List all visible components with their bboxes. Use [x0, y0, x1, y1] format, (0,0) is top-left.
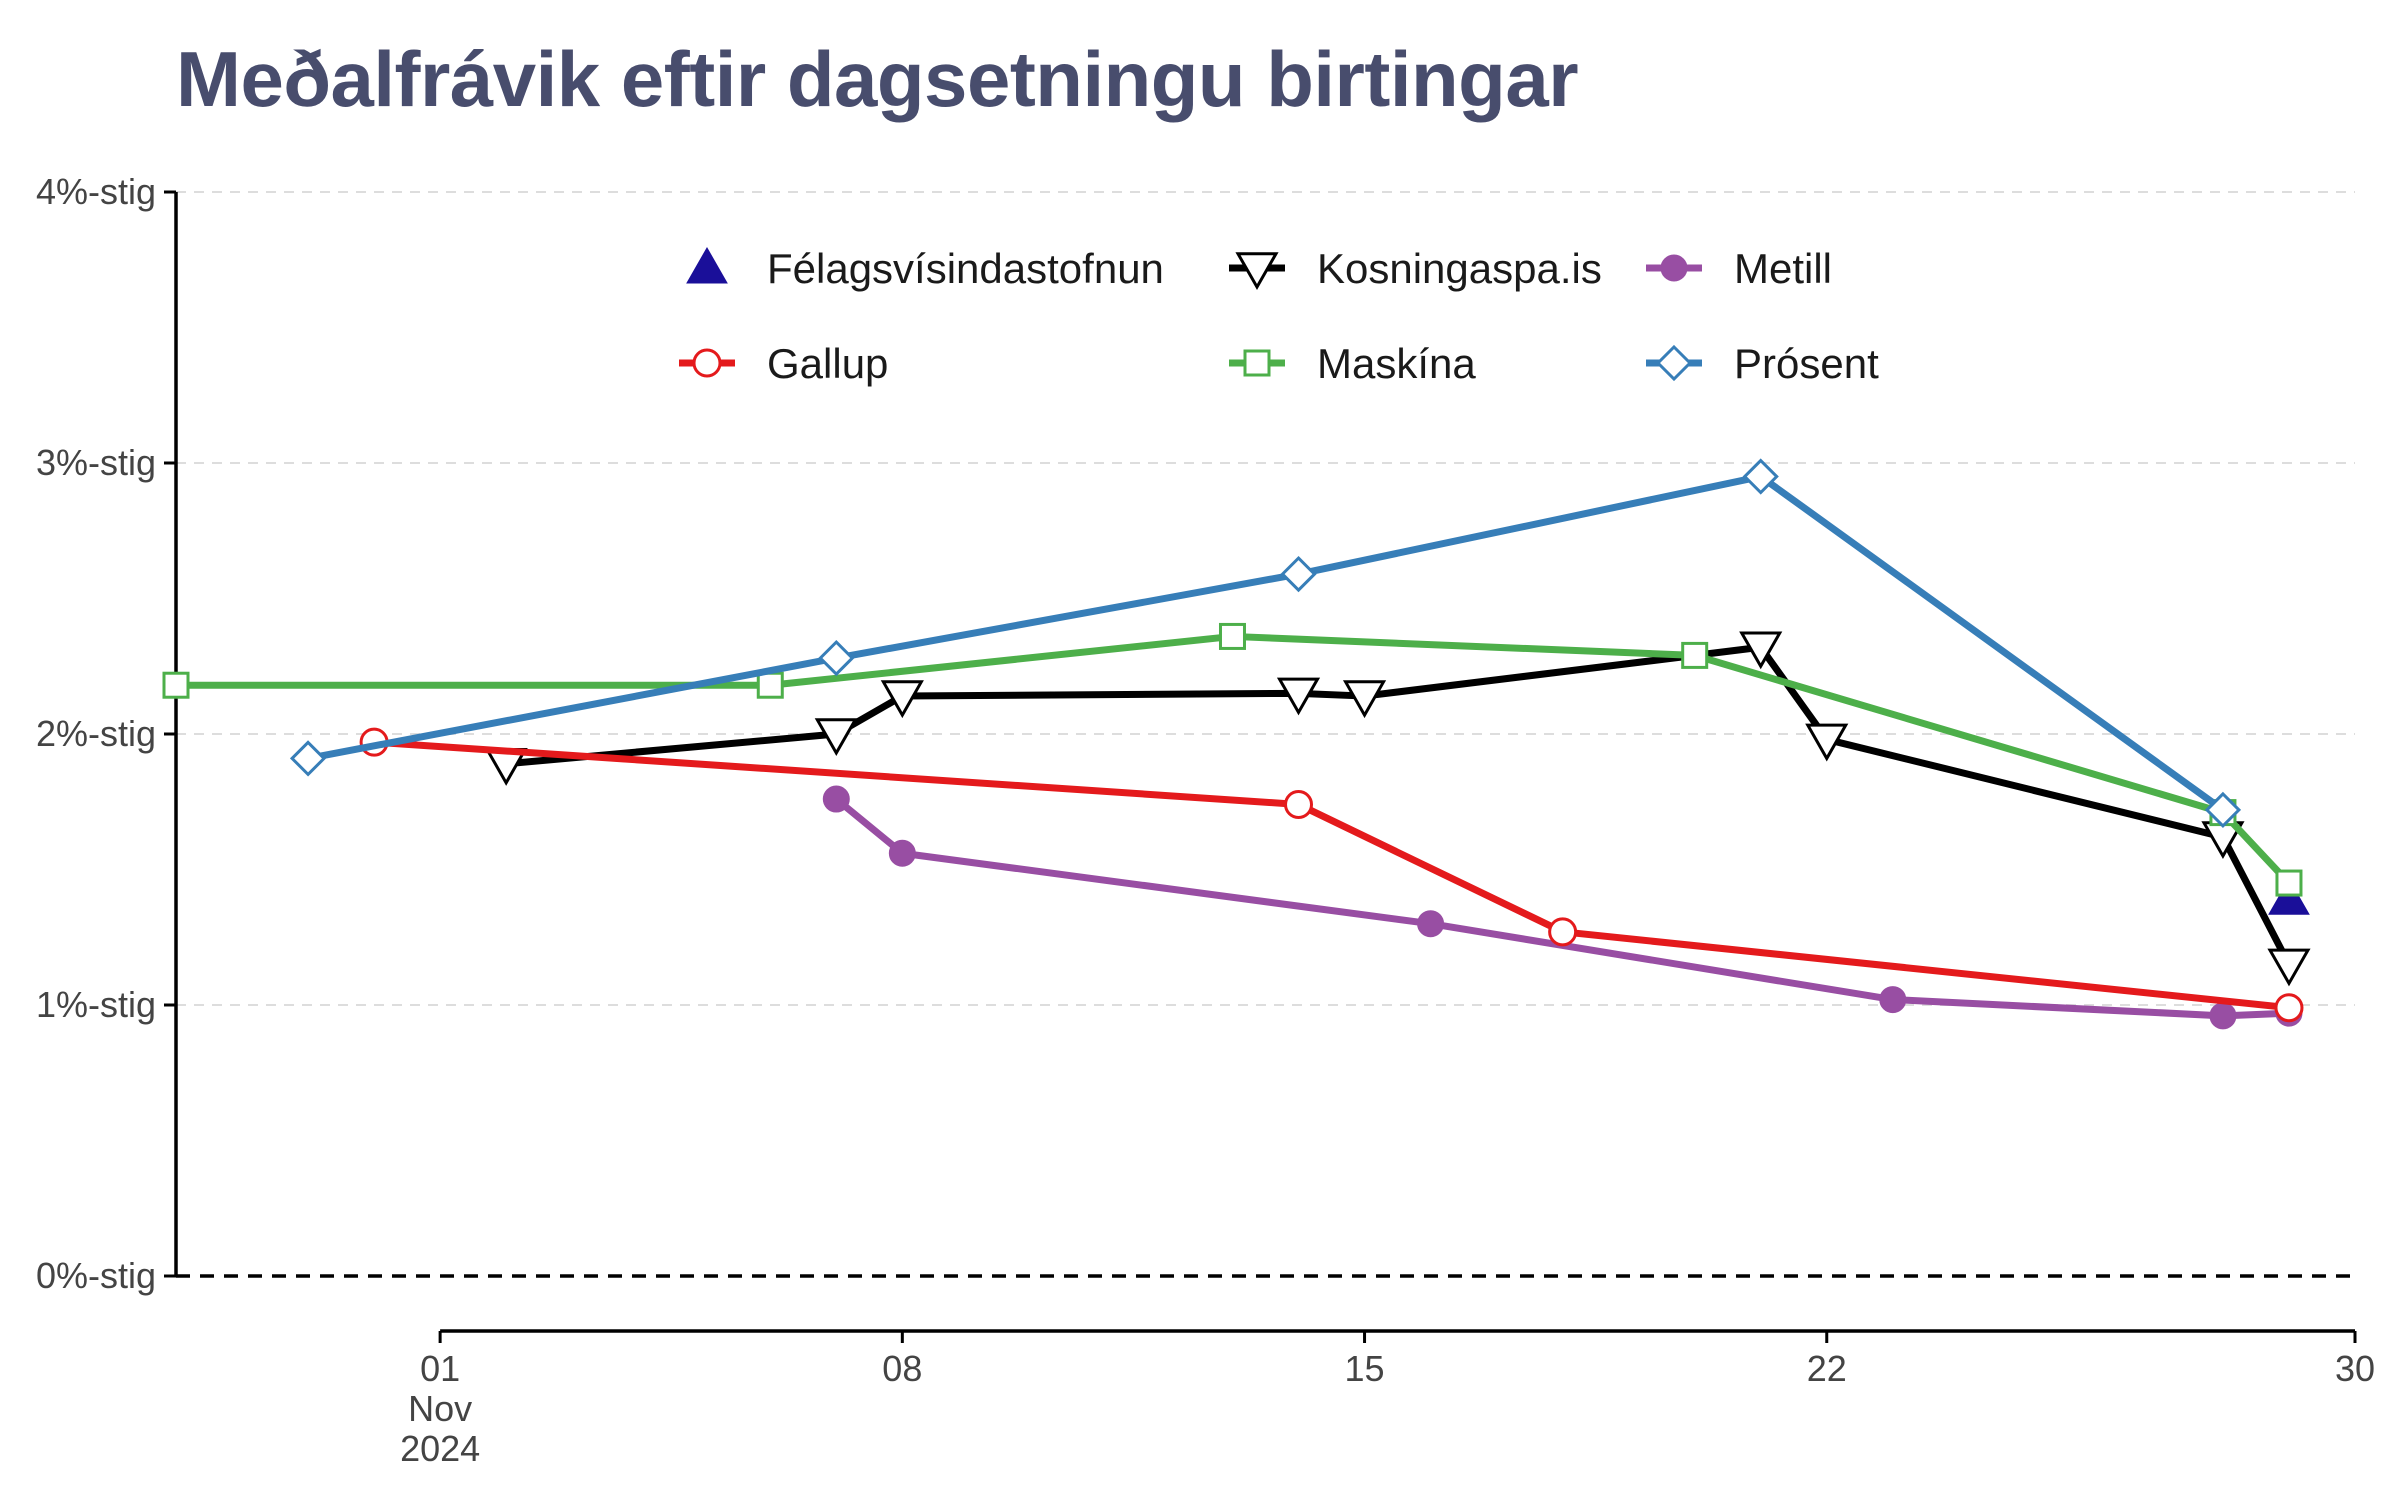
legend: Félagsvísindastofnun Kosningaspa.is Metill…	[679, 245, 1879, 387]
x-tick-label: 08	[882, 1348, 922, 1389]
data-point	[818, 639, 855, 677]
legend-item: Félagsvísindastofnun	[686, 245, 1164, 292]
series-metill	[822, 785, 2303, 1030]
data-point	[1342, 680, 1387, 719]
data-point	[1284, 789, 1314, 819]
series-f-lagsv-sindastofnun	[2268, 878, 2310, 915]
data-point	[1280, 555, 1317, 593]
data-point	[1417, 910, 1445, 938]
legend-label: Gallup	[767, 340, 888, 387]
data-point	[756, 671, 784, 699]
y-tick-label: 0%-stig	[36, 1255, 156, 1296]
data-point	[2275, 869, 2303, 897]
data-point	[888, 839, 916, 867]
data-point	[1742, 458, 1779, 495]
data-point	[1218, 622, 1246, 650]
series-line	[370, 738, 2293, 1012]
legend-marker	[1660, 254, 1688, 282]
data-point	[289, 740, 327, 777]
series-kosningaspa-is	[484, 631, 2311, 987]
legend-item: Maskína	[1229, 340, 1476, 387]
data-point	[2268, 878, 2310, 915]
data-point	[1276, 677, 1321, 716]
data-point	[1681, 641, 1709, 669]
data-point	[2274, 993, 2304, 1023]
data-point	[2267, 948, 2311, 987]
data-point	[822, 785, 850, 813]
x-tick-label: 01	[420, 1348, 460, 1389]
data-point	[880, 680, 924, 719]
legend-label: Metill	[1734, 245, 1832, 292]
legend-marker	[692, 348, 722, 378]
legend-marker	[686, 246, 728, 284]
data-point	[1739, 631, 1783, 670]
y-tick-label: 3%-stig	[36, 442, 156, 483]
x-tick-label: 22	[1807, 1348, 1847, 1389]
legend-item: Metill	[1646, 245, 1832, 292]
x-tick-label: 30	[2335, 1348, 2375, 1389]
data-point	[2209, 1002, 2237, 1030]
legend-item: Prósent	[1646, 340, 1879, 387]
y-tick-label: 4%-stig	[36, 171, 156, 212]
data-point	[2204, 791, 2242, 829]
legend-label: Prósent	[1734, 340, 1879, 387]
x-tick-label-year: 2024	[400, 1428, 480, 1469]
legend-label: Kosningaspa.is	[1317, 245, 1602, 292]
legend-marker	[1243, 349, 1271, 377]
data-point	[814, 718, 858, 757]
y-tick-label: 1%-stig	[36, 984, 156, 1025]
gridlines	[176, 191, 2355, 1006]
series	[162, 458, 2311, 1030]
legend-marker	[1655, 344, 1693, 382]
legend-item: Gallup	[679, 340, 888, 387]
axes: 0%-stig 1%-stig 2%-stig 3%-stig 4%-stig 01Nov…	[36, 171, 2375, 1469]
x-tick-label-month: Nov	[408, 1388, 472, 1429]
legend-label: Félagsvísindastofnun	[767, 245, 1164, 292]
series-mask-na	[162, 622, 2303, 897]
data-point	[162, 671, 190, 699]
series-gallup	[359, 727, 2304, 1023]
data-point	[1805, 723, 1849, 762]
data-point	[1879, 986, 1907, 1014]
y-tick-label: 2%-stig	[36, 713, 156, 754]
legend-marker	[1235, 252, 1279, 291]
data-point	[1548, 917, 1578, 947]
legend-item: Kosningaspa.is	[1229, 245, 1602, 292]
series-pr-sent	[289, 458, 2242, 829]
x-tick-label: 15	[1345, 1348, 1385, 1389]
chart-title: Meðalfrávik eftir dagsetningu birtingar	[176, 35, 1579, 123]
legend-label: Maskína	[1317, 340, 1476, 387]
